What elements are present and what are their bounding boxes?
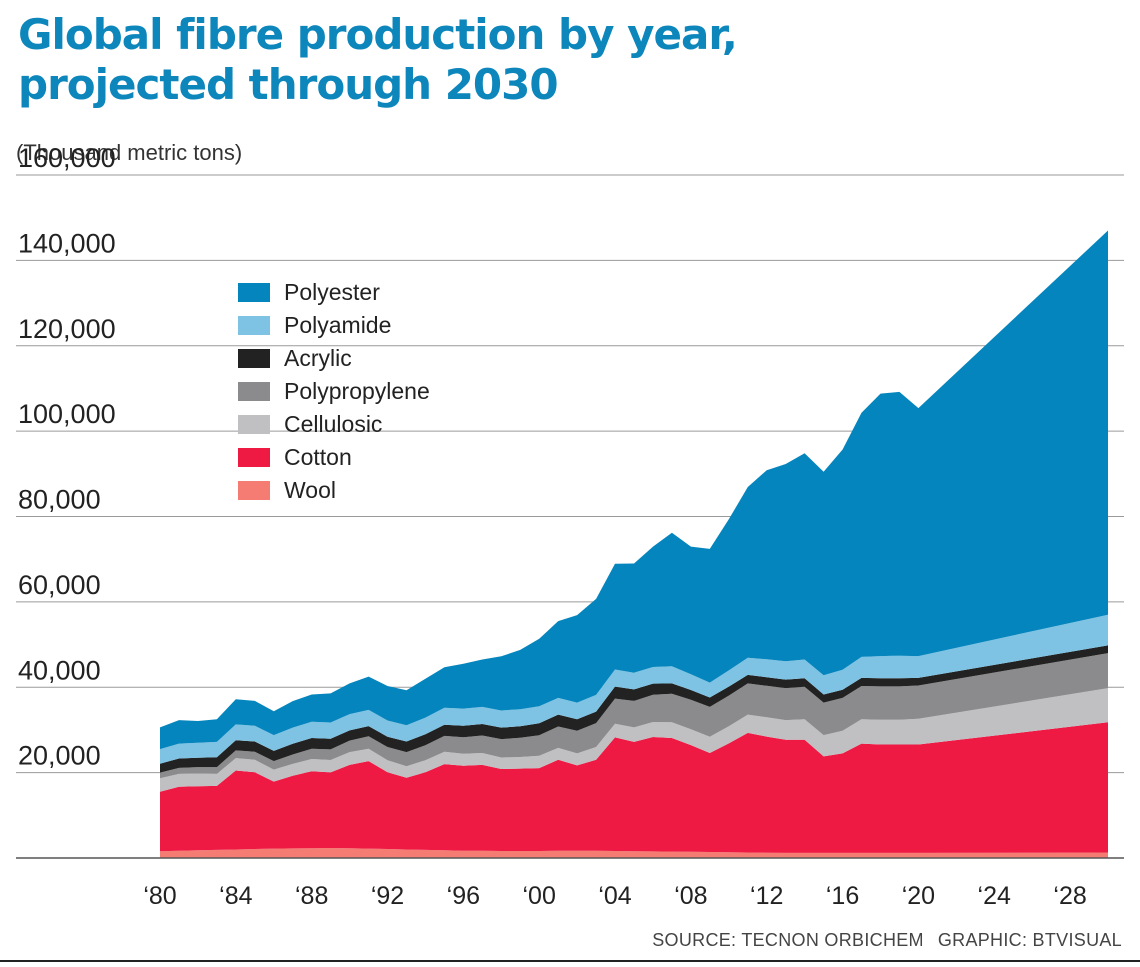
x-tick-label: ‘00 — [523, 882, 556, 910]
area-wool — [160, 848, 1108, 858]
legend-swatch — [238, 481, 270, 500]
x-tick-label: ‘80 — [143, 882, 176, 910]
x-tick-label: ‘24 — [978, 882, 1011, 910]
legend-item-cotton: Cotton — [238, 441, 430, 474]
area-polyamide — [160, 614, 1108, 764]
y-tick-label: 160,000 — [18, 143, 116, 173]
y-tick-label: 80,000 — [18, 485, 101, 515]
x-tick-label: ‘88 — [295, 882, 328, 910]
area-cotton — [160, 722, 1108, 853]
footer-credits: SOURCE: TECNON ORBICHEM GRAPHIC: BTVISUAL — [638, 930, 1122, 951]
axes: 20,000 40,000 60,000 80,000 100,000 120,000 14… — [16, 143, 1124, 910]
legend-label: Acrylic — [284, 345, 352, 371]
area-acrylic — [160, 645, 1108, 773]
legend-swatch — [238, 283, 270, 302]
y-tick-label: 20,000 — [18, 741, 101, 771]
x-tick-label: ‘20 — [902, 882, 935, 910]
chart-title-line-1: Global fibre production by year, — [18, 10, 738, 59]
legend-label: Polyamide — [284, 312, 392, 338]
legend-label: Cotton — [284, 444, 352, 470]
chart-title-line-2: projected through 2030 — [18, 60, 559, 109]
x-tick-label: ‘84 — [219, 882, 252, 910]
legend: Polyester Polyamide Acrylic Polypropylene Ce… — [238, 276, 430, 507]
legend-swatch — [238, 415, 270, 434]
series-areas — [160, 230, 1108, 858]
legend-swatch — [238, 382, 270, 401]
area-polyester — [160, 230, 1108, 750]
bottom-rule — [0, 960, 1140, 962]
legend-item-polypropylene: Polypropylene — [238, 375, 430, 408]
x-tick-label: ‘16 — [826, 882, 859, 910]
legend-label: Polyester — [284, 279, 380, 305]
y-tick-label: 40,000 — [18, 655, 101, 685]
x-tick-label: ‘08 — [674, 882, 707, 910]
x-tick-label: ‘96 — [447, 882, 480, 910]
legend-item-wool: Wool — [238, 474, 430, 507]
y-tick-label: 60,000 — [18, 570, 101, 600]
legend-item-cellulosic: Cellulosic — [238, 408, 430, 441]
area-polypropylene — [160, 653, 1108, 779]
x-tick-label: ‘92 — [371, 882, 404, 910]
legend-swatch — [238, 448, 270, 467]
legend-item-polyester: Polyester — [238, 276, 430, 309]
legend-label: Polypropylene — [284, 378, 430, 404]
y-tick-label: 120,000 — [18, 314, 116, 344]
y-tick-label: 140,000 — [18, 228, 116, 258]
x-tick-label: ‘28 — [1053, 882, 1086, 910]
legend-swatch — [238, 316, 270, 335]
x-tick-label: ‘04 — [598, 882, 631, 910]
legend-label: Wool — [284, 477, 336, 503]
y-tick-label: 100,000 — [18, 399, 116, 429]
area-cellulosic — [160, 688, 1108, 792]
chart-title: Global fibre production by year, project… — [18, 10, 738, 110]
legend-label: Cellulosic — [284, 411, 383, 437]
legend-swatch — [238, 349, 270, 368]
y-axis-unit-label: (Thousand metric tons) — [16, 140, 243, 165]
graphic-credit-label: GRAPHIC: BTVISUAL — [937, 930, 1122, 950]
legend-item-polyamide: Polyamide — [238, 309, 430, 342]
legend-item-acrylic: Acrylic — [238, 342, 430, 375]
source-label: SOURCE: TECNON ORBICHEM — [652, 930, 924, 950]
x-tick-label: ‘12 — [750, 882, 783, 910]
